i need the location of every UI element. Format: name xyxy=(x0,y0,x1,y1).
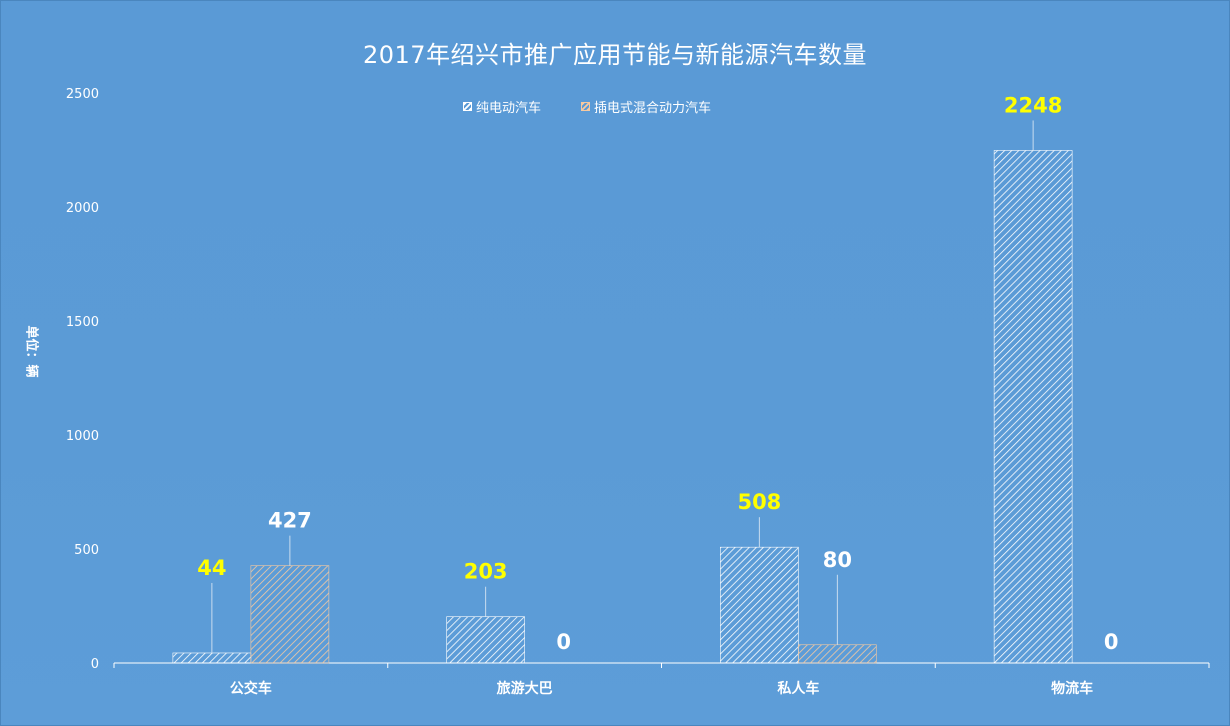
bar-series-1 xyxy=(446,616,525,664)
legend: 纯电动汽车 插电式混合动力汽车 xyxy=(463,97,711,116)
data-label: 80 xyxy=(823,548,852,572)
bar-series-2 xyxy=(250,565,330,664)
x-tick-label: 公交车 xyxy=(230,680,272,697)
data-label: 0 xyxy=(1104,630,1119,654)
y-tick-label: 2500 xyxy=(66,87,99,102)
bar-series-2 xyxy=(798,644,877,664)
legend-label-series-2: 插电式混合动力汽车 xyxy=(594,101,712,116)
y-tick-label: 2000 xyxy=(66,201,99,216)
legend-item-series-2: 插电式混合动力汽车 xyxy=(581,97,711,116)
x-tick-label: 私人车 xyxy=(777,680,819,697)
legend-swatch-series-2 xyxy=(581,102,591,111)
data-label: 203 xyxy=(464,560,508,584)
x-tick-label: 旅游大巴 xyxy=(497,680,553,697)
legend-item-series-1: 纯电动汽车 xyxy=(463,97,541,116)
bar-series-1 xyxy=(172,652,252,664)
data-label: 508 xyxy=(737,490,781,514)
bar-series-1 xyxy=(720,546,799,664)
data-label: 2248 xyxy=(1004,93,1062,117)
data-label: 44 xyxy=(197,556,226,580)
legend-swatch-series-1 xyxy=(463,102,472,111)
y-tick-label: 1000 xyxy=(66,429,99,444)
data-label: 427 xyxy=(268,509,312,533)
y-tick-label: 1500 xyxy=(66,315,99,330)
y-tick-label: 500 xyxy=(74,543,99,558)
legend-label-series-1: 纯电动汽车 xyxy=(476,101,542,116)
x-tick-label: 物流车 xyxy=(1051,680,1093,697)
y-tick-label: 0 xyxy=(91,657,99,672)
chart-title: 2017年绍兴市推广应用节能与新能源汽车数量 xyxy=(362,41,868,69)
bar-series-1 xyxy=(993,150,1073,664)
data-label: 0 xyxy=(556,630,571,654)
